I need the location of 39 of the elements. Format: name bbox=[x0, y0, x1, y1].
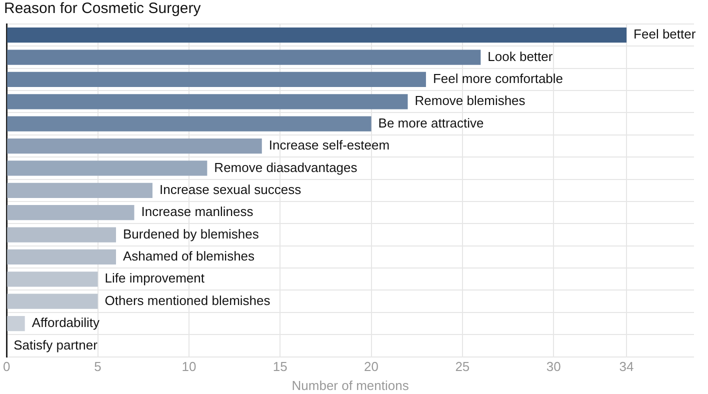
bar bbox=[7, 94, 408, 110]
bar bbox=[7, 272, 98, 287]
y-tick-label: Affordability bbox=[32, 315, 100, 330]
bar bbox=[7, 249, 116, 265]
x-tick-label: 34 bbox=[619, 359, 634, 374]
x-tick-label: 20 bbox=[364, 359, 379, 374]
y-tick-label: Ashamed of blemishes bbox=[123, 248, 256, 264]
bar bbox=[7, 72, 426, 88]
x-tick-label: 15 bbox=[272, 359, 288, 374]
y-tick-label: Increase sexual success bbox=[159, 182, 302, 197]
y-tick-label: Increase manliness bbox=[141, 204, 254, 220]
y-tick-label: Increase self-esteem bbox=[268, 138, 390, 153]
x-tick-label: 25 bbox=[455, 359, 470, 374]
y-tick-label: Look better bbox=[488, 48, 554, 64]
x-tick-label: 0 bbox=[3, 359, 10, 374]
bar bbox=[7, 116, 372, 132]
x-tick-label: 10 bbox=[182, 359, 196, 374]
bar bbox=[7, 316, 25, 332]
bar bbox=[7, 205, 134, 220]
bar bbox=[7, 160, 208, 176]
y-tick-label: Remove blemishes bbox=[414, 93, 526, 108]
bar bbox=[7, 182, 152, 198]
y-tick-label: Be more attractive bbox=[378, 115, 484, 130]
y-tick-label: Feel better bbox=[634, 26, 696, 42]
y-tick-label: Burdened by blemishes bbox=[123, 226, 260, 242]
x-tick-label: 30 bbox=[546, 359, 561, 374]
bar bbox=[7, 294, 98, 309]
chart-title: Reason for Cosmetic Surgery bbox=[4, 0, 202, 18]
y-tick-label: Others mentioned blemishes bbox=[104, 292, 271, 308]
y-tick-label: Remove diasadvantages bbox=[214, 160, 358, 175]
bar bbox=[7, 138, 262, 154]
bar bbox=[7, 50, 481, 65]
y-tick-label: Feel more comfortable bbox=[432, 71, 564, 86]
x-tick-label: 5 bbox=[94, 359, 102, 374]
bar bbox=[7, 227, 116, 242]
x-axis-title: Number of mentions bbox=[292, 378, 410, 393]
y-tick-label: Satisfy partner bbox=[14, 337, 98, 352]
y-tick-label: Life improvement bbox=[104, 270, 205, 286]
bar bbox=[7, 28, 627, 43]
